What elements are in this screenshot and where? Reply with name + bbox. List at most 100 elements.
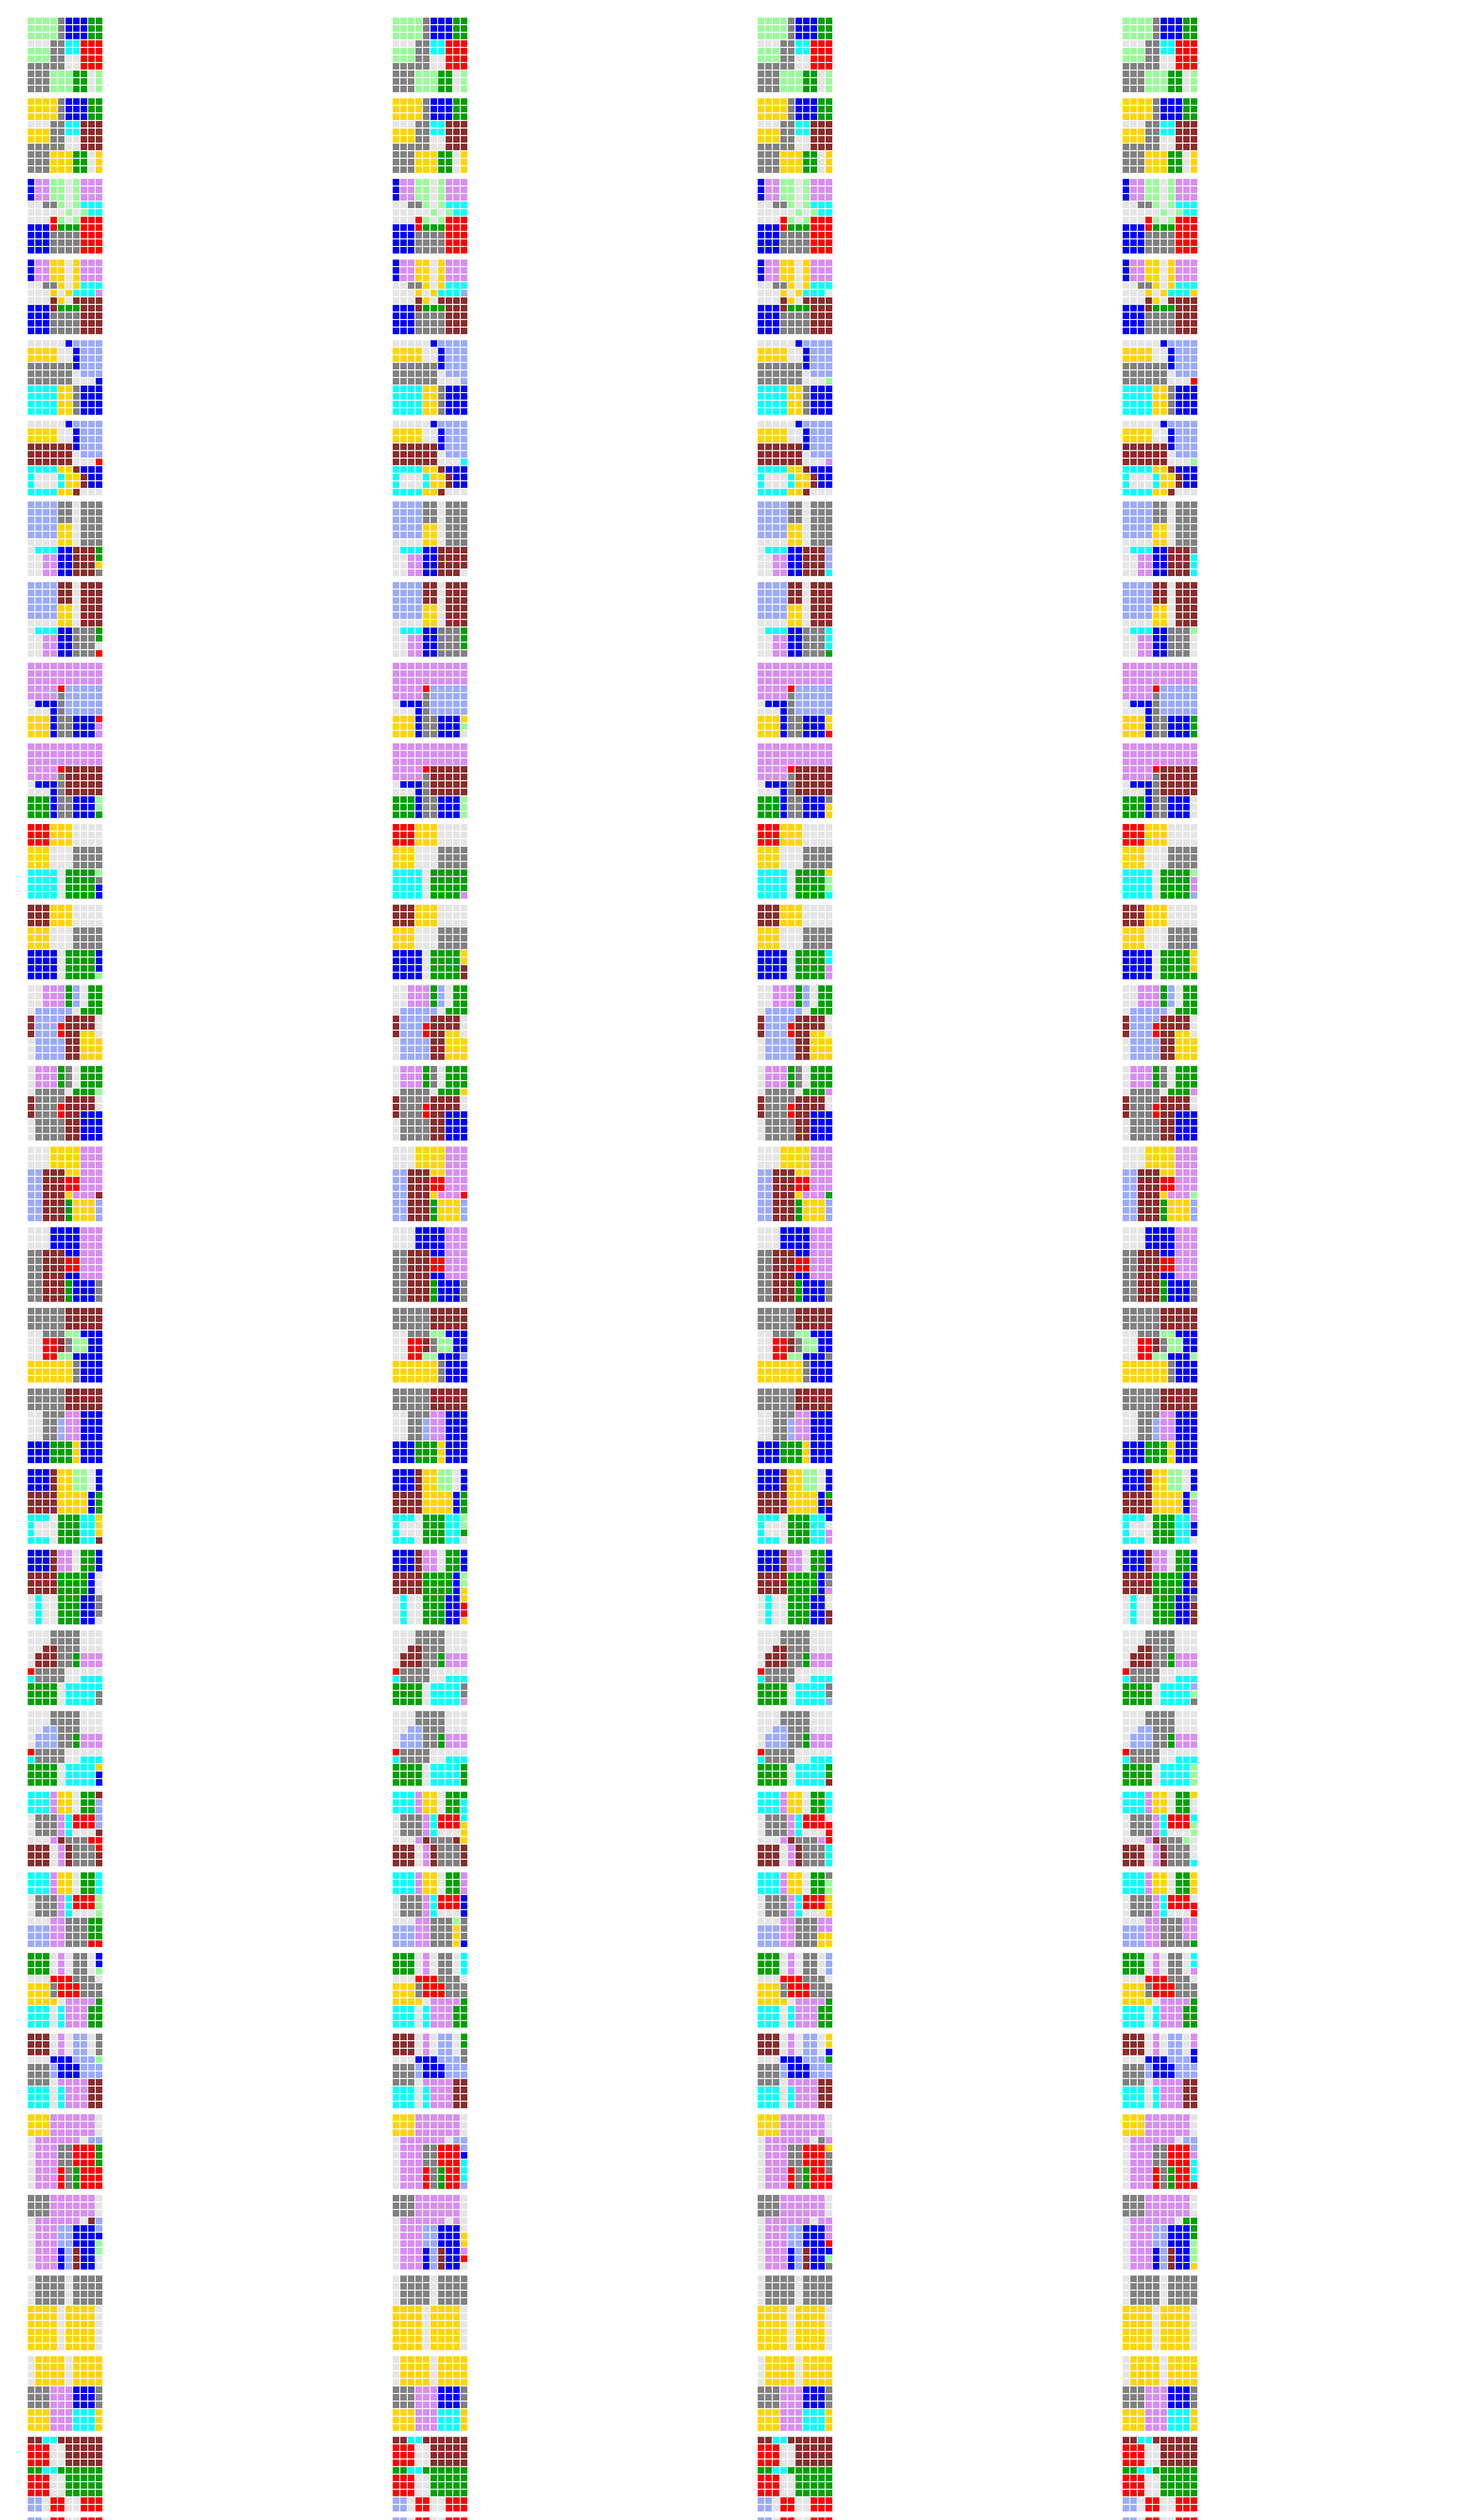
grid-cell — [1145, 597, 1152, 604]
color-grid-tile[interactable] — [28, 98, 102, 173]
grid-cell — [57, 934, 65, 942]
color-grid-tile[interactable] — [393, 743, 467, 818]
grid-cell — [50, 239, 57, 246]
grid-cell — [430, 569, 438, 576]
grid-cell — [28, 85, 35, 92]
color-grid-tile[interactable] — [28, 663, 102, 737]
color-grid-tile[interactable] — [28, 340, 102, 415]
color-grid-tile[interactable] — [28, 18, 102, 92]
color-grid-tile[interactable] — [28, 501, 102, 576]
grid-cell — [1160, 231, 1168, 239]
color-grid-tile[interactable] — [1123, 743, 1197, 818]
grid-cell — [42, 796, 50, 803]
grid-cell — [1183, 642, 1190, 650]
grid-cell — [445, 934, 453, 942]
color-grid-tile[interactable] — [758, 421, 832, 495]
color-grid-tile[interactable] — [393, 985, 467, 1060]
color-grid-tile[interactable] — [28, 905, 102, 979]
color-grid-tile[interactable] — [1123, 98, 1197, 173]
color-grid-tile[interactable] — [758, 340, 832, 415]
grid-cell — [430, 224, 438, 231]
grid-cell — [1168, 282, 1175, 289]
color-grid-tile[interactable] — [28, 421, 102, 495]
color-grid-tile[interactable] — [393, 340, 467, 415]
color-grid-tile[interactable] — [758, 824, 832, 899]
color-grid-tile[interactable] — [393, 260, 467, 334]
color-grid-tile[interactable] — [393, 824, 467, 899]
grid-cell — [772, 62, 780, 70]
grid-cell — [1160, 289, 1168, 297]
grid-cell — [1130, 561, 1137, 569]
grid-cell — [803, 62, 810, 70]
grid-cell — [758, 642, 765, 650]
color-grid-tile[interactable] — [393, 905, 467, 979]
color-grid-tile[interactable] — [393, 582, 467, 657]
grid-cell — [460, 179, 467, 186]
color-grid-tile[interactable] — [1123, 18, 1197, 92]
color-grid-tile[interactable] — [393, 18, 467, 92]
color-grid-tile[interactable] — [28, 582, 102, 657]
grid-cell — [430, 677, 438, 685]
grid-cell — [422, 1007, 430, 1015]
color-grid-tile[interactable] — [1123, 824, 1197, 899]
color-grid-tile[interactable] — [758, 905, 832, 979]
color-grid-tile[interactable] — [393, 98, 467, 173]
grid-cell — [438, 927, 445, 934]
grid-cell — [438, 473, 445, 481]
grid-cell — [430, 428, 438, 435]
color-grid-tile[interactable] — [28, 743, 102, 818]
color-grid-tile[interactable] — [393, 501, 467, 576]
grid-cell — [795, 78, 803, 85]
grid-cell — [825, 627, 832, 635]
grid-cell — [88, 846, 95, 854]
grid-cell — [28, 1045, 35, 1053]
grid-cell — [393, 1000, 400, 1007]
color-grid-tile[interactable] — [1123, 905, 1197, 979]
color-grid-tile[interactable] — [758, 582, 832, 657]
grid-cell — [73, 846, 80, 854]
grid-cell — [393, 516, 400, 524]
grid-cell — [400, 32, 407, 40]
grid-cell — [758, 246, 765, 254]
color-grid-tile[interactable] — [28, 179, 102, 254]
grid-cell — [422, 854, 430, 861]
color-grid-tile[interactable] — [758, 663, 832, 737]
grid-cell — [772, 884, 780, 892]
grid-cell — [438, 179, 445, 186]
color-grid-tile[interactable] — [758, 98, 832, 173]
color-grid-tile[interactable] — [758, 179, 832, 254]
grid-cell — [460, 209, 467, 216]
grid-cell — [80, 62, 88, 70]
color-grid-tile[interactable] — [1123, 501, 1197, 576]
color-grid-tile[interactable] — [1123, 663, 1197, 737]
color-grid-tile[interactable] — [1123, 340, 1197, 415]
grid-cell — [88, 231, 95, 239]
color-grid-tile[interactable] — [758, 260, 832, 334]
grid-cell — [780, 201, 787, 209]
grid-cell — [787, 443, 795, 451]
color-grid-tile[interactable] — [393, 663, 467, 737]
color-grid-tile[interactable] — [1123, 179, 1197, 254]
color-grid-tile[interactable] — [1123, 421, 1197, 495]
grid-cell — [407, 546, 415, 554]
grid-cell — [57, 274, 65, 282]
color-grid-tile[interactable] — [1123, 260, 1197, 334]
color-grid-tile[interactable] — [28, 260, 102, 334]
color-grid-tile[interactable] — [393, 179, 467, 254]
color-grid-tile[interactable] — [393, 421, 467, 495]
grid-cell — [35, 267, 42, 274]
color-grid-tile[interactable] — [758, 501, 832, 576]
grid-cell — [810, 905, 818, 912]
grid-cell — [1183, 509, 1190, 516]
grid-cell — [772, 861, 780, 869]
grid-cell — [1152, 927, 1160, 934]
grid-cell — [758, 811, 765, 818]
color-grid-tile[interactable] — [758, 743, 832, 818]
grid-cell — [1123, 539, 1130, 546]
grid-cell — [1183, 443, 1190, 451]
color-grid-tile[interactable] — [28, 985, 102, 1060]
color-grid-tile[interactable] — [1123, 582, 1197, 657]
color-grid-tile[interactable] — [758, 18, 832, 92]
grid-cell — [780, 267, 787, 274]
color-grid-tile[interactable] — [28, 824, 102, 899]
